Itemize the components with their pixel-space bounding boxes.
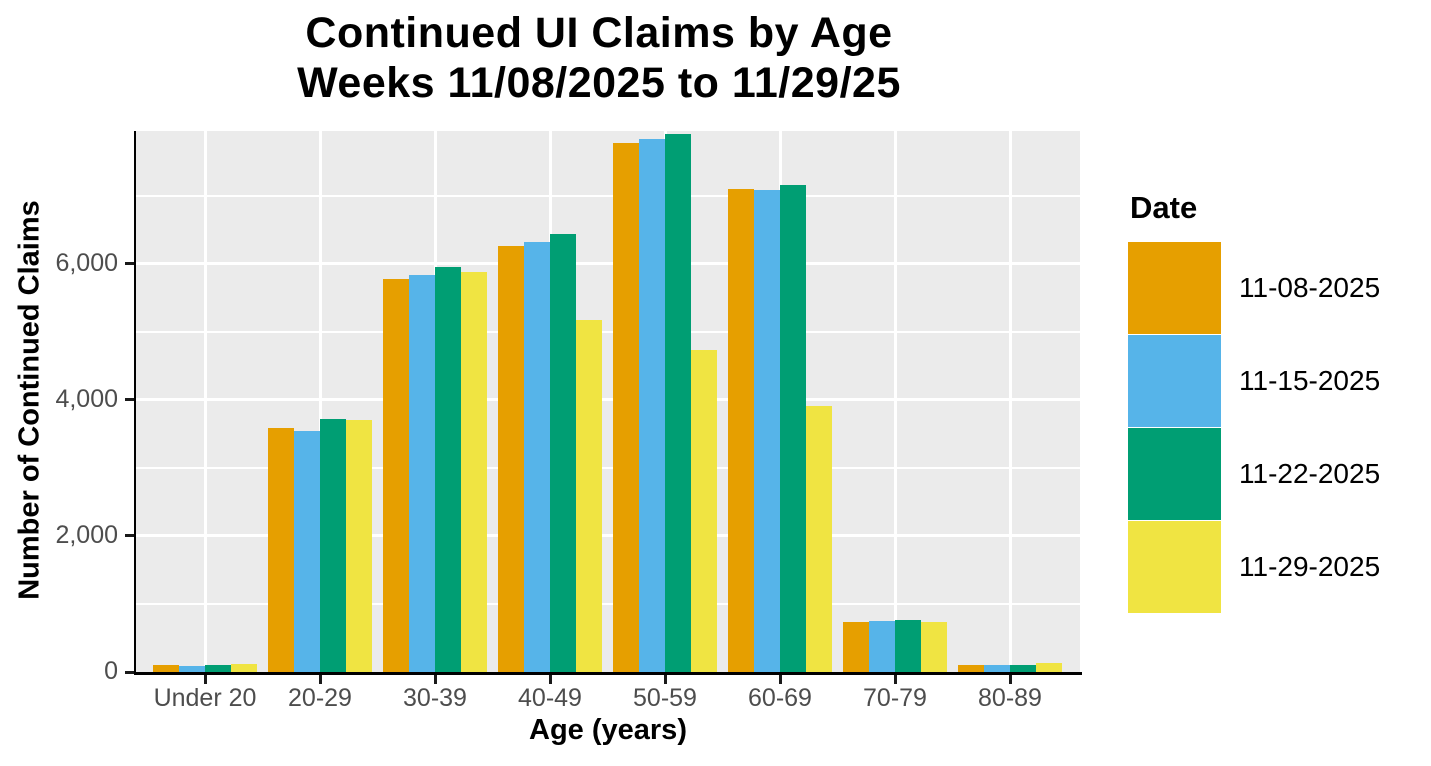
bar-group-under-20 bbox=[153, 664, 257, 672]
bar-11-22-2025-80-89 bbox=[1010, 665, 1036, 672]
legend-swatch-11-22-2025 bbox=[1128, 428, 1221, 520]
x-tick-mark-70-79 bbox=[893, 675, 897, 684]
gridline-vertical-80-89 bbox=[1008, 131, 1012, 672]
legend-label-11-15-2025: 11-15-2025 bbox=[1239, 365, 1381, 396]
bar-11-15-2025-50-59 bbox=[639, 139, 665, 672]
legend-item-11-29-2025: 11-29-2025 bbox=[1128, 521, 1380, 613]
bar-11-29-2025-70-79 bbox=[920, 622, 947, 672]
gridline-major-6000 bbox=[136, 262, 1080, 266]
legend-item-11-08-2025: 11-08-2025 bbox=[1128, 242, 1380, 334]
legend-item-11-22-2025: 11-22-2025 bbox=[1128, 428, 1380, 520]
bar-11-15-2025-20-29 bbox=[294, 431, 320, 672]
y-tick-label-2000: 2,000 bbox=[55, 520, 118, 549]
bar-11-08-2025-50-59 bbox=[613, 143, 640, 672]
chart-title-line1: Continued UI Claims by Age bbox=[305, 9, 893, 57]
legend-swatch-11-08-2025 bbox=[1128, 242, 1221, 334]
y-tick-mark-0 bbox=[125, 670, 134, 674]
bar-11-29-2025-under-20 bbox=[230, 664, 257, 672]
bar-11-22-2025-50-59 bbox=[665, 134, 691, 672]
gridline-vertical-70-79 bbox=[893, 131, 897, 672]
x-axis-line bbox=[134, 672, 1082, 675]
legend-label-11-08-2025: 11-08-2025 bbox=[1239, 272, 1381, 303]
y-tick-label-6000: 6,000 bbox=[55, 248, 118, 277]
legend-keys: 11-08-2025 11-15-2025 11-22-2025 11-29-2025 bbox=[1128, 242, 1428, 624]
bar-group-40-49 bbox=[498, 234, 602, 672]
legend-item-11-15-2025: 11-15-2025 bbox=[1128, 335, 1380, 427]
bar-11-22-2025-70-79 bbox=[895, 620, 921, 672]
y-tick-label-0: 0 bbox=[104, 657, 118, 685]
bar-11-22-2025-40-49 bbox=[550, 234, 576, 672]
y-tick-mark-2000 bbox=[125, 534, 134, 538]
bar-11-08-2025-20-29 bbox=[268, 428, 295, 672]
bar-11-08-2025-40-49 bbox=[498, 246, 525, 672]
legend-title: Date bbox=[1130, 190, 1198, 225]
bar-11-29-2025-30-39 bbox=[460, 272, 487, 672]
gridline-minor-1000 bbox=[136, 602, 1080, 605]
bar-11-29-2025-50-59 bbox=[690, 350, 717, 672]
bar-group-70-79 bbox=[843, 620, 947, 672]
gridline-major-2000 bbox=[136, 534, 1080, 538]
bar-11-15-2025-40-49 bbox=[524, 242, 550, 672]
bar-group-30-39 bbox=[383, 267, 487, 672]
x-tick-label-70-79: 70-79 bbox=[863, 684, 927, 712]
x-tick-label-20-29: 20-29 bbox=[288, 684, 352, 712]
legend-swatch-11-15-2025 bbox=[1128, 335, 1221, 427]
y-tick-mark-6000 bbox=[125, 262, 134, 266]
bar-group-60-69 bbox=[728, 185, 832, 672]
gridline-major-4000 bbox=[136, 398, 1080, 402]
bar-group-50-59 bbox=[613, 134, 717, 672]
x-tick-label-under-20: Under 20 bbox=[153, 684, 257, 712]
x-axis-title: Age (years) bbox=[529, 714, 687, 746]
gridline-minor-5000 bbox=[136, 330, 1080, 333]
legend-label-11-22-2025: 11-22-2025 bbox=[1239, 458, 1381, 489]
x-tick-mark-40-49 bbox=[548, 675, 552, 684]
bar-11-22-2025-20-29 bbox=[320, 419, 346, 672]
x-tick-mark-30-39 bbox=[433, 675, 437, 684]
y-tick-mark-4000 bbox=[125, 398, 134, 402]
bar-group-80-89 bbox=[958, 663, 1062, 672]
bar-11-15-2025-under-20 bbox=[179, 666, 205, 672]
bar-11-08-2025-70-79 bbox=[843, 622, 870, 672]
bar-11-15-2025-30-39 bbox=[409, 275, 435, 672]
legend-label-11-29-2025: 11-29-2025 bbox=[1239, 551, 1381, 582]
bar-11-08-2025-30-39 bbox=[383, 279, 410, 672]
gridline-minor-7000 bbox=[136, 194, 1080, 197]
x-tick-label-80-89: 80-89 bbox=[978, 684, 1042, 712]
gridline-vertical-20-29 bbox=[318, 131, 322, 672]
bar-11-08-2025-60-69 bbox=[728, 189, 755, 672]
gridline-minor-3000 bbox=[136, 466, 1080, 469]
x-tick-mark-80-89 bbox=[1008, 675, 1012, 684]
bar-11-22-2025-30-39 bbox=[435, 267, 461, 672]
y-axis-line bbox=[134, 131, 136, 675]
x-tick-mark-60-69 bbox=[778, 675, 782, 684]
legend: Date 11-08-2025 11-15-2025 11-22-2025 11-29… bbox=[1128, 190, 1428, 624]
chart-title-line2: Weeks 11/08/2025 to 11/29/25 bbox=[297, 59, 901, 107]
bar-11-15-2025-80-89 bbox=[984, 665, 1010, 672]
bar-group-20-29 bbox=[268, 419, 372, 672]
x-tick-mark-50-59 bbox=[663, 675, 667, 684]
chart-title: Continued UI Claims by Age Weeks 11/08/2… bbox=[0, 8, 1198, 108]
bar-11-08-2025-80-89 bbox=[958, 665, 985, 672]
bar-11-15-2025-70-79 bbox=[869, 621, 895, 672]
bar-11-22-2025-under-20 bbox=[205, 665, 231, 672]
x-tick-mark-under-20 bbox=[203, 675, 207, 684]
bar-11-08-2025-under-20 bbox=[153, 665, 180, 672]
bar-11-29-2025-80-89 bbox=[1035, 663, 1062, 672]
x-tick-label-30-39: 30-39 bbox=[403, 684, 467, 712]
x-tick-label-60-69: 60-69 bbox=[748, 684, 812, 712]
x-tick-label-40-49: 40-49 bbox=[518, 684, 582, 712]
x-tick-mark-20-29 bbox=[318, 675, 322, 684]
legend-swatch-11-29-2025 bbox=[1128, 521, 1221, 613]
x-tick-label-50-59: 50-59 bbox=[633, 684, 697, 712]
gridline-vertical-under-20 bbox=[203, 131, 207, 672]
bar-11-29-2025-40-49 bbox=[575, 320, 602, 672]
y-tick-label-4000: 4,000 bbox=[55, 384, 118, 413]
plot-panel bbox=[136, 131, 1080, 672]
bar-11-29-2025-20-29 bbox=[345, 420, 372, 672]
bar-11-29-2025-60-69 bbox=[805, 406, 832, 672]
bar-11-15-2025-60-69 bbox=[754, 190, 780, 672]
bar-11-22-2025-60-69 bbox=[780, 185, 806, 672]
